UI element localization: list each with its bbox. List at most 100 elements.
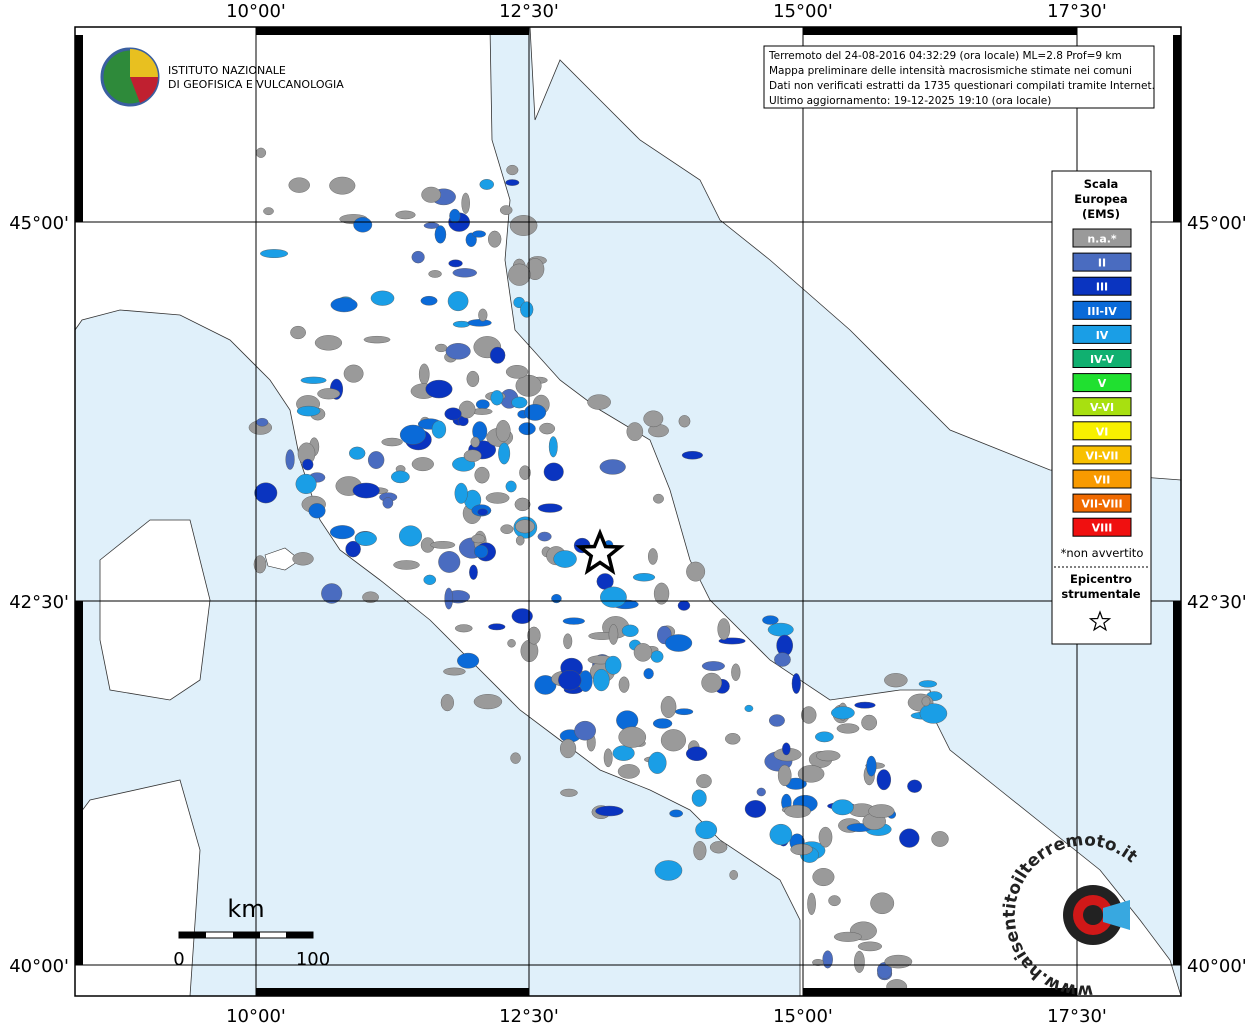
municipality bbox=[452, 320, 471, 328]
municipality bbox=[349, 446, 366, 460]
municipality bbox=[774, 652, 791, 667]
municipality bbox=[643, 410, 664, 428]
municipality bbox=[660, 729, 686, 752]
municipality bbox=[595, 805, 624, 817]
municipality bbox=[288, 177, 310, 193]
municipality bbox=[418, 363, 430, 385]
municipality bbox=[458, 400, 476, 419]
municipality bbox=[822, 950, 833, 969]
municipality bbox=[520, 301, 534, 318]
municipality bbox=[884, 954, 913, 969]
municipality bbox=[395, 210, 416, 220]
municipality bbox=[551, 594, 562, 604]
municipality bbox=[452, 268, 477, 278]
municipality bbox=[467, 319, 492, 327]
municipality bbox=[353, 217, 373, 233]
legend-label: V bbox=[1098, 377, 1107, 390]
logo: ISTITUTO NAZIONALE DI GEOFISICA E VULCAN… bbox=[100, 47, 344, 107]
municipality bbox=[477, 508, 488, 516]
municipality bbox=[488, 230, 502, 248]
municipality bbox=[500, 524, 514, 534]
municipality bbox=[626, 422, 644, 442]
municipality bbox=[352, 482, 380, 499]
municipality bbox=[443, 667, 466, 676]
municipality bbox=[918, 680, 938, 688]
municipality bbox=[475, 399, 490, 410]
municipality bbox=[807, 892, 816, 915]
municipality bbox=[367, 451, 385, 469]
municipality bbox=[686, 746, 708, 761]
municipality bbox=[330, 525, 355, 540]
municipality bbox=[254, 482, 278, 504]
legend-title: (EMS) bbox=[1082, 207, 1120, 221]
epicenter-star bbox=[575, 528, 625, 576]
municipality bbox=[399, 424, 427, 445]
municipality bbox=[345, 540, 361, 558]
municipality bbox=[907, 779, 922, 793]
municipality bbox=[514, 497, 531, 512]
municipality bbox=[420, 295, 438, 306]
legend-label: VI-VII bbox=[1085, 449, 1118, 462]
municipality bbox=[831, 706, 855, 720]
municipality bbox=[445, 343, 471, 360]
lon-label: 12°30' bbox=[499, 1, 559, 22]
municipality bbox=[354, 531, 377, 546]
municipality bbox=[836, 723, 860, 734]
municipality bbox=[600, 586, 627, 608]
municipality bbox=[539, 422, 556, 435]
legend-swatch bbox=[1072, 493, 1132, 513]
municipality bbox=[654, 860, 683, 881]
municipality bbox=[292, 552, 314, 566]
municipality bbox=[461, 192, 470, 214]
municipality bbox=[431, 420, 447, 439]
municipality bbox=[756, 787, 766, 797]
municipality bbox=[608, 624, 619, 645]
municipality bbox=[423, 574, 437, 585]
municipality bbox=[435, 343, 448, 353]
municipality bbox=[791, 673, 801, 694]
legend-swatch bbox=[1072, 300, 1132, 320]
municipality bbox=[255, 147, 267, 158]
municipality bbox=[390, 470, 410, 484]
municipality bbox=[744, 704, 754, 712]
municipality bbox=[701, 672, 722, 693]
municipality bbox=[411, 457, 434, 472]
municipality bbox=[801, 706, 817, 724]
municipality bbox=[534, 675, 557, 695]
land bbox=[75, 27, 1181, 996]
legend-note: *non avvertito bbox=[1061, 546, 1144, 560]
info-box: Terremoto del 24-08-2016 04:32:29 (ora l… bbox=[763, 45, 1155, 109]
legend-swatch bbox=[1072, 469, 1132, 489]
municipality bbox=[725, 733, 741, 745]
municipality bbox=[652, 718, 673, 729]
municipality bbox=[317, 388, 341, 400]
scale-tick: 100 bbox=[296, 949, 330, 970]
municipality bbox=[381, 437, 403, 447]
municipality bbox=[769, 823, 793, 846]
municipality bbox=[295, 473, 317, 494]
municipality bbox=[744, 800, 767, 818]
municipality bbox=[290, 325, 306, 340]
municipality bbox=[562, 617, 585, 625]
municipality bbox=[444, 407, 462, 421]
municipality bbox=[515, 535, 525, 546]
municipality bbox=[818, 826, 833, 848]
municipality bbox=[440, 694, 454, 712]
scale-unit: km bbox=[227, 895, 264, 923]
municipality bbox=[518, 422, 536, 436]
legend-label: III-IV bbox=[1087, 305, 1117, 318]
logo-text: DI GEOFISICA E VULCANOLOGIA bbox=[168, 78, 344, 91]
municipality bbox=[831, 799, 854, 816]
municipality bbox=[678, 415, 691, 428]
municipality bbox=[767, 622, 794, 637]
logo-text: ISTITUTO NAZIONALE bbox=[168, 64, 286, 77]
lon-label: 17°30' bbox=[1047, 1006, 1107, 1024]
municipality bbox=[648, 548, 658, 565]
municipality bbox=[490, 390, 504, 406]
scale-tick: 0 bbox=[173, 949, 184, 970]
legend-label: III bbox=[1096, 281, 1108, 294]
municipality bbox=[768, 714, 785, 727]
municipality bbox=[363, 336, 391, 344]
municipality bbox=[256, 417, 269, 427]
